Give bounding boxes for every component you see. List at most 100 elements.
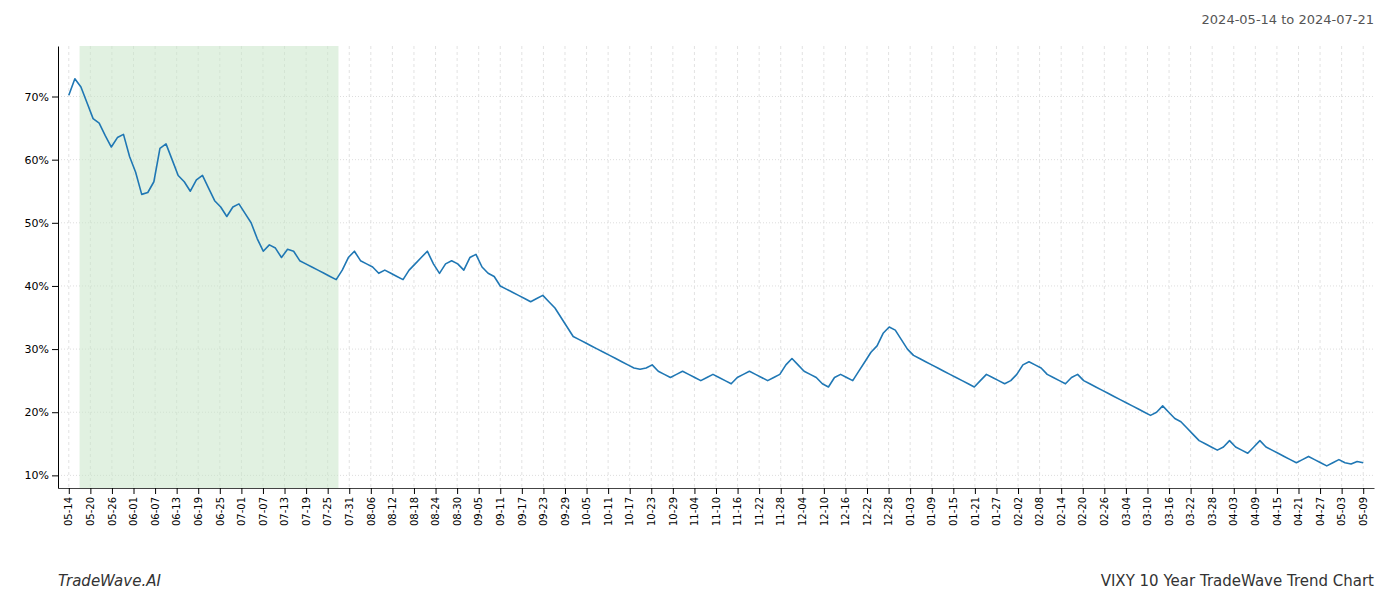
x-tick-mark — [802, 488, 803, 494]
y-axis: 10%20%30%40%50%60%70% — [25, 47, 59, 489]
x-grid-line — [1363, 46, 1364, 488]
x-tick-label: 05-26 — [107, 497, 118, 526]
x-grid-line — [867, 46, 868, 488]
x-tick-mark — [781, 488, 782, 494]
y-tick-label: 70% — [25, 91, 49, 104]
x-grid-line — [716, 46, 717, 488]
x-tick-label: 02-08 — [1034, 497, 1045, 526]
x-tick-mark — [155, 488, 156, 494]
x-tick-label: 11-22 — [754, 497, 765, 526]
x-tick: 12-16 — [840, 488, 851, 526]
x-tick: 11-10 — [711, 488, 722, 526]
x-tick-mark — [651, 488, 652, 494]
x-tick-mark — [694, 488, 695, 494]
x-tick-mark — [328, 488, 329, 494]
x-axis: 05-1405-2005-2606-0106-0706-1306-1906-25… — [59, 488, 1375, 526]
x-tick-label: 10-17 — [624, 497, 635, 526]
x-grid-line — [521, 46, 522, 488]
x-tick: 05-20 — [85, 488, 96, 526]
x-tick-label: 12-28 — [883, 497, 894, 526]
x-tick-mark — [1255, 488, 1256, 494]
x-tick: 03-16 — [1164, 488, 1175, 526]
y-tick-label: 30% — [25, 343, 49, 356]
x-grid-line — [823, 46, 824, 488]
x-tick-label: 11-16 — [732, 497, 743, 526]
x-grid-line — [780, 46, 781, 488]
x-tick-mark — [1191, 488, 1192, 494]
x-tick: 03-04 — [1121, 488, 1132, 526]
y-tick-label: 40% — [25, 280, 49, 293]
x-grid-line — [68, 46, 69, 488]
x-grid-line — [737, 46, 738, 488]
x-tick: 01-03 — [905, 488, 916, 526]
x-tick-mark — [306, 488, 307, 494]
x-tick-mark — [1040, 488, 1041, 494]
x-tick-mark — [90, 488, 91, 494]
x-grid-line — [564, 46, 565, 488]
x-tick-mark — [996, 488, 997, 494]
x-grid-line — [1341, 46, 1342, 488]
x-grid-line — [478, 46, 479, 488]
x-tick-label: 08-30 — [452, 497, 463, 526]
x-tick-mark — [932, 488, 933, 494]
y-tick-mark — [52, 97, 58, 98]
x-tick-label: 08-06 — [366, 497, 377, 526]
y-tick: 40% — [25, 280, 58, 293]
x-tick-mark — [630, 488, 631, 494]
x-grid-line — [672, 46, 673, 488]
y-axis-line — [58, 47, 59, 489]
x-tick: 07-19 — [301, 488, 312, 526]
x-tick-label: 10-29 — [668, 497, 679, 526]
y-tick: 50% — [25, 217, 58, 230]
x-tick: 06-19 — [193, 488, 204, 526]
x-tick-label: 12-16 — [840, 497, 851, 526]
x-tick: 12-28 — [883, 488, 894, 526]
x-tick: 06-07 — [150, 488, 161, 526]
x-tick-label: 08-24 — [430, 497, 441, 526]
x-grid-line — [1190, 46, 1191, 488]
x-tick: 11-04 — [689, 488, 700, 526]
x-tick-mark — [673, 488, 674, 494]
x-tick: 02-14 — [1056, 488, 1067, 526]
y-tick-mark — [52, 223, 58, 224]
x-tick: 01-15 — [948, 488, 959, 526]
y-tick: 10% — [25, 469, 58, 482]
x-tick: 06-25 — [215, 488, 226, 526]
x-tick: 09-11 — [495, 488, 506, 526]
x-tick-label: 09-05 — [473, 497, 484, 526]
y-tick-mark — [52, 412, 58, 413]
x-grid-line — [974, 46, 975, 488]
x-tick-mark — [1212, 488, 1213, 494]
x-grid-line — [1320, 46, 1321, 488]
x-tick-mark — [1104, 488, 1105, 494]
x-tick-label: 04-09 — [1250, 497, 1261, 526]
x-tick-mark — [759, 488, 760, 494]
x-tick-label: 07-19 — [301, 497, 312, 526]
x-tick-label: 09-29 — [560, 497, 571, 526]
trend-line — [69, 79, 1363, 466]
annotation: TradeWave.AI — [58, 572, 161, 590]
x-grid-line — [457, 46, 458, 488]
x-grid-line — [586, 46, 587, 488]
x-tick: 08-06 — [366, 488, 377, 526]
x-tick-mark — [953, 488, 954, 494]
x-tick-label: 04-21 — [1293, 497, 1304, 526]
grid — [58, 46, 1374, 488]
x-grid-line — [1212, 46, 1213, 488]
x-tick-mark — [975, 488, 976, 494]
title: VIXY 10 Year TradeWave Trend Chart — [1101, 572, 1374, 590]
x-tick: 08-12 — [387, 488, 398, 526]
x-tick: 11-16 — [732, 488, 743, 526]
x-tick-mark — [177, 488, 178, 494]
x-tick-mark — [1169, 488, 1170, 494]
x-grid-line — [1018, 46, 1019, 488]
x-tick: 02-02 — [1013, 488, 1024, 526]
x-tick: 05-03 — [1336, 488, 1347, 526]
x-tick: 10-29 — [668, 488, 679, 526]
x-tick-mark — [1342, 488, 1343, 494]
x-tick-mark — [500, 488, 501, 494]
x-tick-mark — [69, 488, 70, 494]
x-tick-mark — [198, 488, 199, 494]
x-tick-mark — [889, 488, 890, 494]
x-tick: 08-30 — [452, 488, 463, 526]
